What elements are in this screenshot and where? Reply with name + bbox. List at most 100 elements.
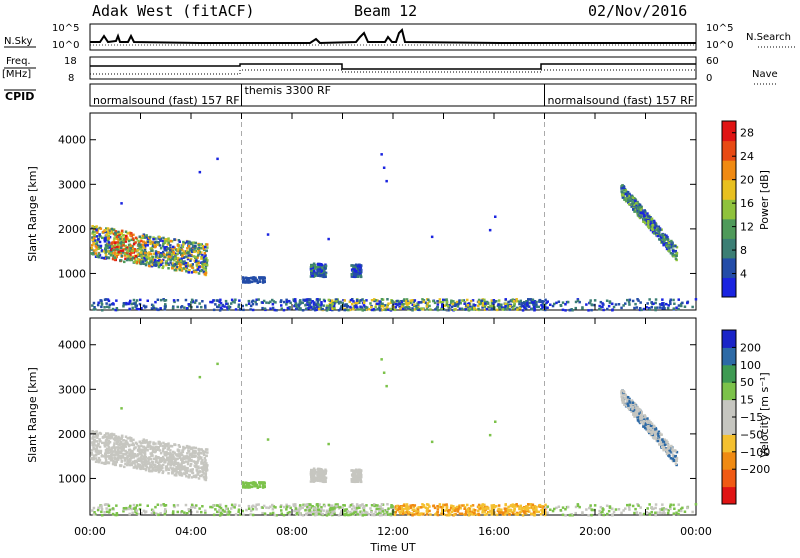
range-cell xyxy=(100,511,103,513)
range-cell xyxy=(200,257,203,260)
range-cell xyxy=(98,233,101,236)
range-cell xyxy=(128,445,130,448)
range-cell xyxy=(178,468,181,471)
range-cell xyxy=(190,301,193,304)
range-cell xyxy=(148,265,151,268)
range-cell xyxy=(426,513,429,516)
range-cell xyxy=(252,309,255,312)
range-cell xyxy=(131,259,134,262)
range-cell xyxy=(359,308,362,311)
range-cell xyxy=(299,504,302,507)
range-cell xyxy=(252,508,255,511)
range-cell xyxy=(225,300,228,303)
range-cell xyxy=(138,308,141,311)
range-cell xyxy=(285,303,288,306)
range-cell xyxy=(344,508,347,511)
range-cell xyxy=(123,302,126,305)
range-cell xyxy=(191,504,194,507)
range-cell xyxy=(186,512,189,515)
range-cell xyxy=(445,503,448,506)
range-cell xyxy=(356,507,359,510)
range-cell xyxy=(248,280,251,283)
range-cell xyxy=(172,512,175,515)
range-cell xyxy=(95,454,98,457)
range-cell xyxy=(654,507,657,510)
range-cell xyxy=(382,305,385,308)
range-cell xyxy=(386,511,389,514)
range-cell xyxy=(98,438,101,441)
range-cell xyxy=(323,275,326,278)
range-cell xyxy=(92,435,95,438)
range-cell xyxy=(305,503,308,506)
range-cell xyxy=(149,243,152,246)
range-cell xyxy=(182,243,185,246)
range-cell xyxy=(137,445,140,448)
range-cell xyxy=(627,199,630,202)
range-cell xyxy=(541,306,544,309)
range-cell xyxy=(295,507,298,510)
range-cell xyxy=(483,504,486,507)
range-cell xyxy=(91,509,94,512)
range-cell xyxy=(108,241,111,244)
range-cell xyxy=(225,505,228,508)
range-cell xyxy=(325,265,328,268)
range-cell xyxy=(108,440,111,443)
range-cell xyxy=(154,506,157,509)
range-cell xyxy=(352,266,355,269)
range-cell xyxy=(482,509,485,512)
range-cell xyxy=(643,215,646,218)
range-cell xyxy=(555,302,558,305)
range-cell xyxy=(318,308,321,311)
range-cell xyxy=(415,305,418,308)
range-cell xyxy=(109,304,112,307)
range-cell xyxy=(181,510,184,512)
range-cell xyxy=(532,301,535,304)
range-cell xyxy=(526,508,529,511)
range-cell xyxy=(365,299,368,302)
range-cell xyxy=(657,235,660,238)
range-cell xyxy=(546,307,549,310)
range-cell xyxy=(228,305,231,308)
range-cell xyxy=(299,299,302,302)
range-cell xyxy=(678,509,681,512)
range-cell xyxy=(139,504,142,507)
range-cell xyxy=(686,302,689,305)
freq-panel xyxy=(90,57,696,79)
range-cell xyxy=(626,504,629,507)
range-cell xyxy=(672,504,675,507)
range-cell xyxy=(93,447,96,450)
range-cell xyxy=(317,505,320,508)
range-cell xyxy=(147,300,150,303)
range-cell xyxy=(626,194,629,197)
range-cell xyxy=(458,301,461,304)
range-cell xyxy=(183,263,186,266)
range-cell xyxy=(396,505,399,508)
range-cell xyxy=(121,230,124,233)
range-cell xyxy=(159,512,162,515)
range-cell xyxy=(672,299,675,302)
range-cell xyxy=(669,505,672,508)
range-cell xyxy=(128,513,131,516)
range-cell xyxy=(654,309,657,312)
range-cell xyxy=(149,240,152,243)
nave-tick-high: 60 xyxy=(706,56,719,67)
range-cell xyxy=(486,308,489,311)
range-cell xyxy=(418,506,421,509)
range-cell xyxy=(634,508,637,511)
range-cell xyxy=(151,307,154,310)
range-cell xyxy=(237,511,240,514)
range-cell xyxy=(354,511,357,514)
range-cell xyxy=(205,477,208,480)
range-cell xyxy=(320,479,323,482)
range-cell xyxy=(162,456,165,459)
range-cell xyxy=(629,504,632,507)
range-cell xyxy=(575,307,578,310)
range-cell xyxy=(145,264,148,267)
range-cell xyxy=(189,459,192,462)
range-cell xyxy=(644,222,647,225)
range-cell xyxy=(499,512,502,515)
range-cell xyxy=(188,450,191,453)
range-cell xyxy=(152,461,155,464)
range-cell xyxy=(152,238,155,241)
range-cell xyxy=(618,508,621,511)
